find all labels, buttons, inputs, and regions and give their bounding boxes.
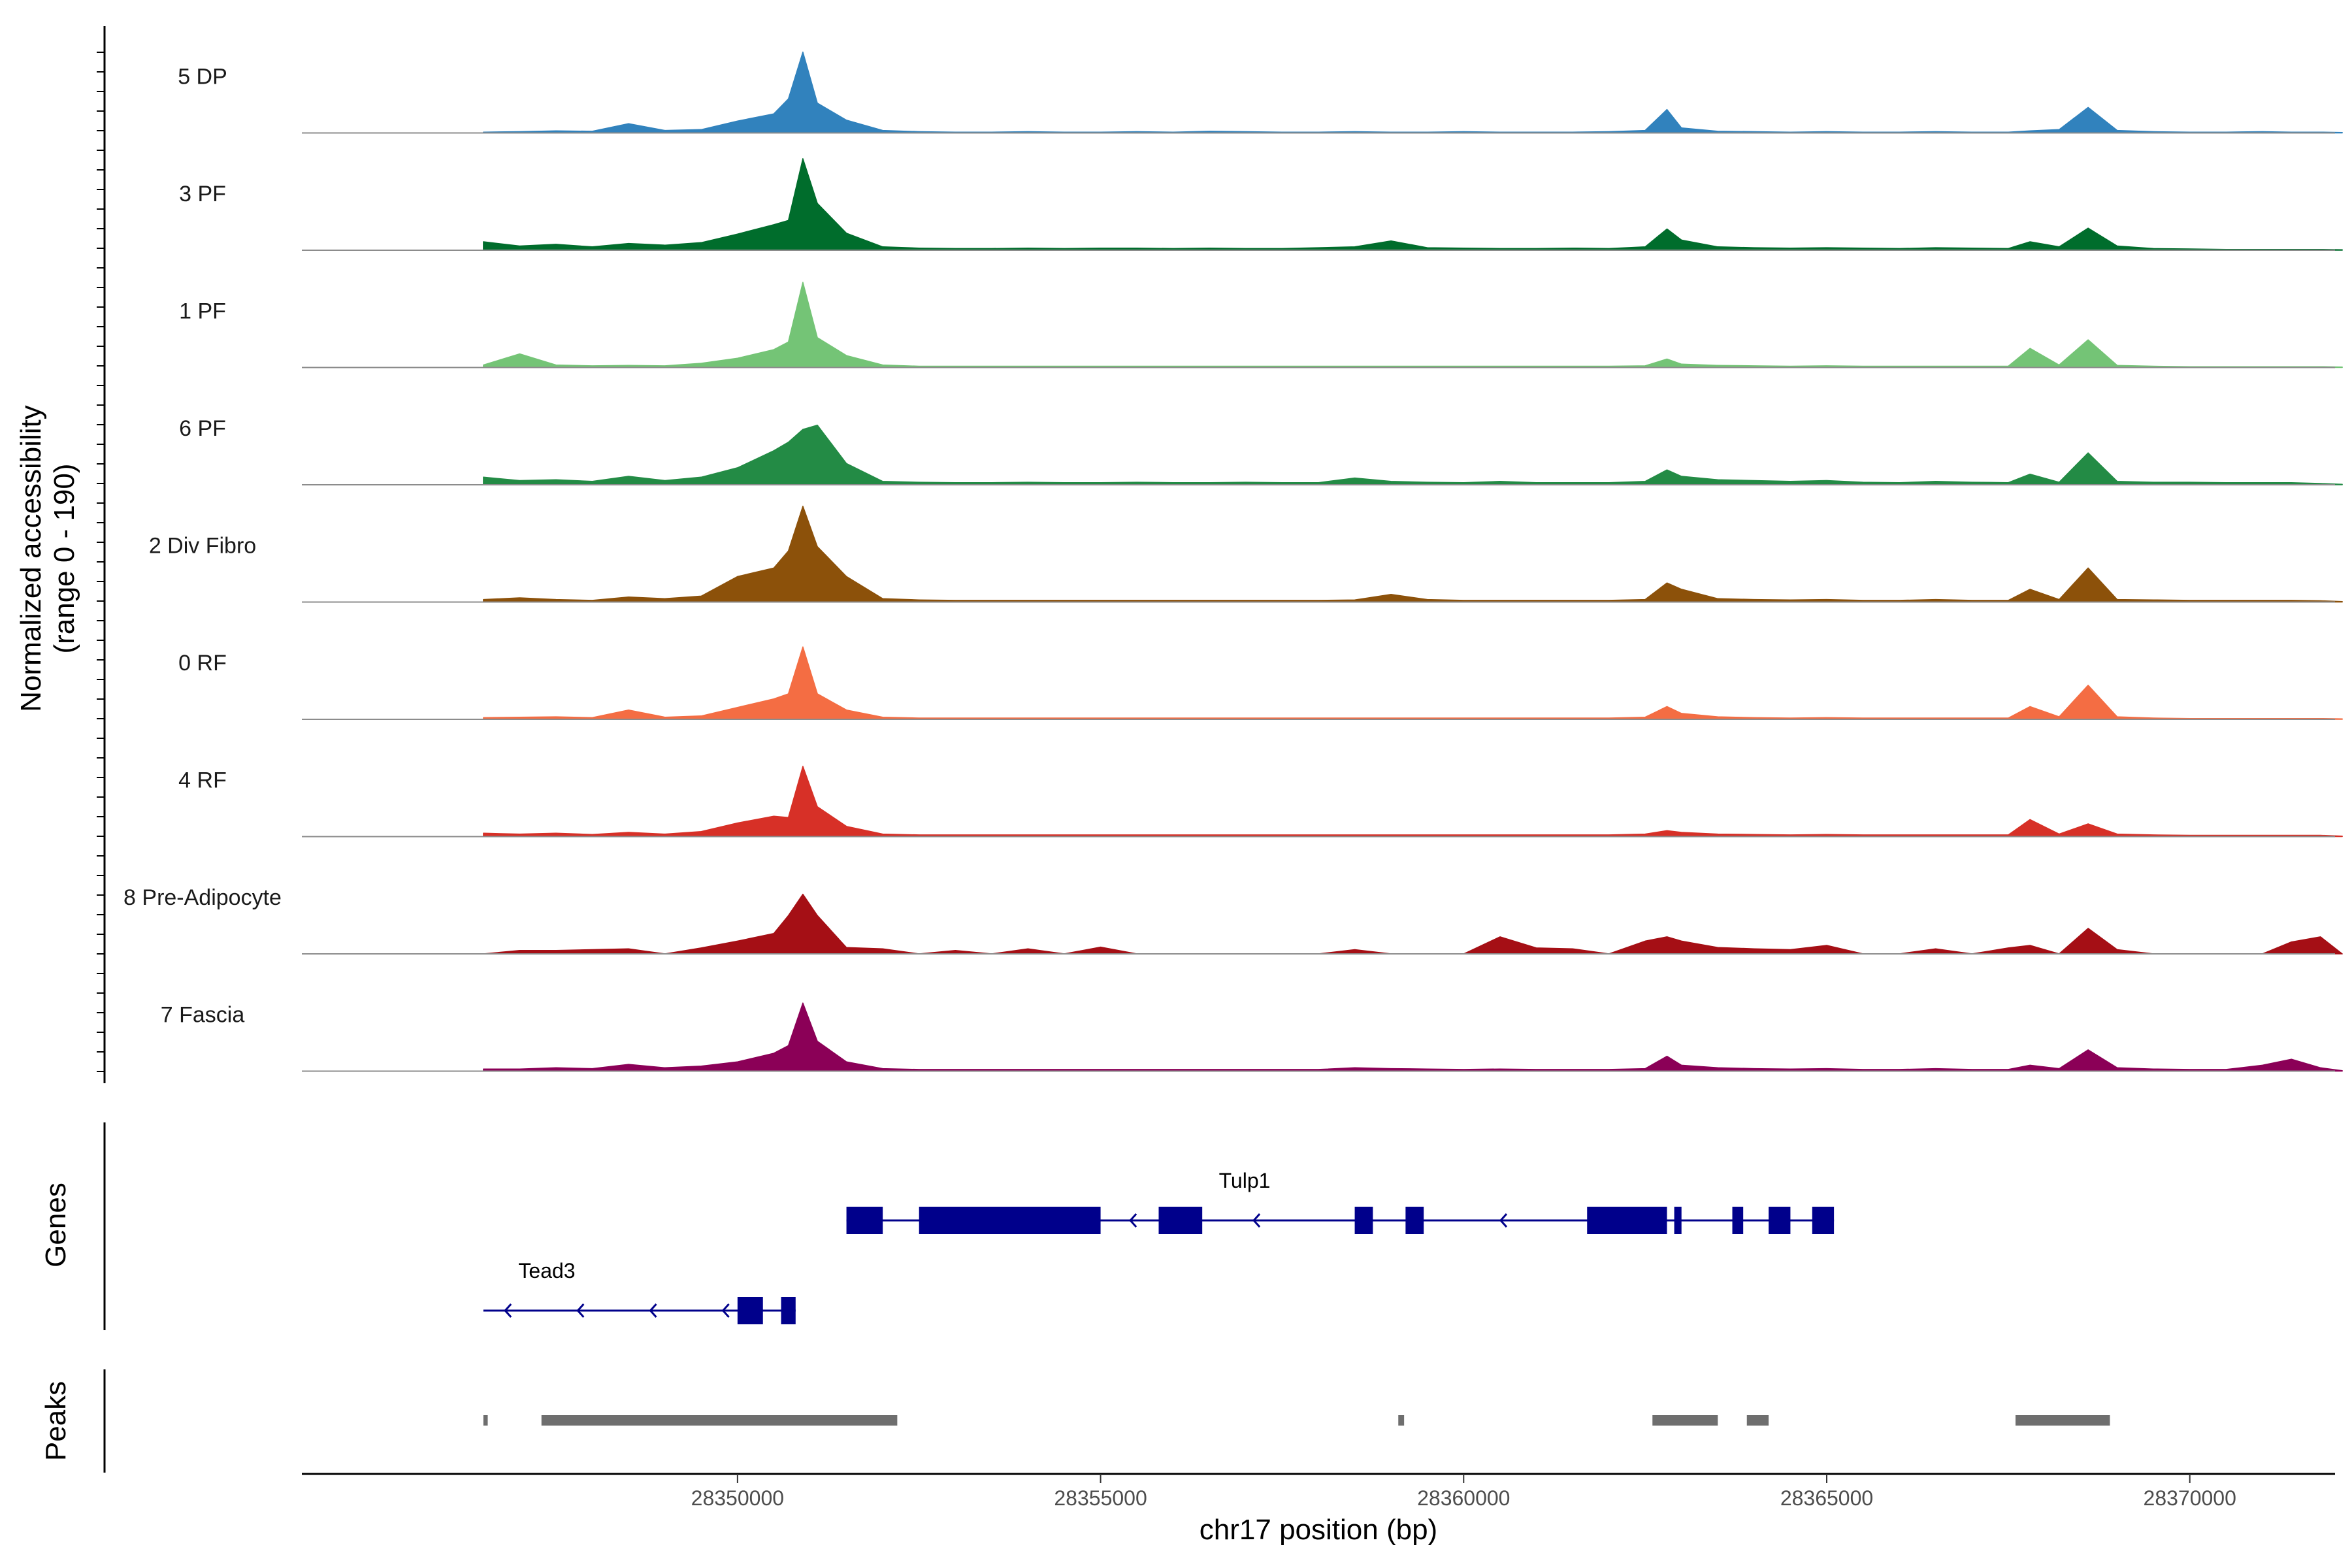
track-label: 4 RF bbox=[178, 768, 227, 793]
genes-track-label: Genes bbox=[40, 1183, 72, 1267]
y-axis-title: Normalized accessibility bbox=[15, 405, 47, 711]
gene-name-label: Tulp1 bbox=[1219, 1169, 1271, 1192]
track-7-fascia: 7 Fascia bbox=[161, 1002, 2343, 1072]
track-label: 7 Fascia bbox=[161, 1003, 245, 1028]
track-label: 8 Pre-Adipocyte bbox=[123, 885, 282, 910]
strand-arrow bbox=[721, 1303, 730, 1318]
track-label: 1 PF bbox=[179, 299, 226, 324]
coverage-area bbox=[483, 646, 2343, 720]
gene-exon bbox=[846, 1207, 883, 1234]
track-6-pf: 6 PF bbox=[179, 416, 2343, 485]
track-label: 0 RF bbox=[178, 651, 227, 676]
gene-name-label: Tead3 bbox=[518, 1259, 575, 1282]
strand-arrow bbox=[649, 1303, 657, 1318]
gene-exon bbox=[781, 1297, 796, 1324]
track-0-rf: 0 RF bbox=[178, 646, 2343, 720]
peak-region bbox=[483, 1415, 488, 1426]
x-tick-label: 28350000 bbox=[691, 1486, 784, 1510]
track-label: 6 PF bbox=[179, 416, 226, 441]
peaks-track-label: Peaks bbox=[40, 1381, 72, 1461]
gene-exon bbox=[1405, 1207, 1424, 1234]
coverage-area bbox=[483, 1002, 2343, 1072]
coverage-tracks: 5 DP 3 PF 1 PF 6 PF 2 Div Fibro 0 RF 4 RF 8 Pre… bbox=[123, 51, 2343, 1072]
gene-exon bbox=[1732, 1207, 1744, 1234]
x-tick-label: 28365000 bbox=[1780, 1486, 1873, 1510]
peak-regions bbox=[483, 1415, 2110, 1426]
track-1-pf: 1 PF bbox=[179, 282, 2343, 368]
gene-exon bbox=[1812, 1207, 1835, 1234]
gene-exon bbox=[1587, 1207, 1667, 1234]
peak-region bbox=[2015, 1415, 2110, 1426]
x-tick-label: 28370000 bbox=[2144, 1486, 2236, 1510]
peak-region bbox=[1746, 1415, 1769, 1426]
gene-exon bbox=[919, 1207, 1101, 1234]
track-3-pf: 3 PF bbox=[179, 158, 2343, 251]
strand-arrow bbox=[576, 1303, 585, 1318]
strand-arrow bbox=[1499, 1213, 1508, 1228]
coverage-area bbox=[483, 424, 2343, 485]
gene-exon bbox=[1354, 1207, 1373, 1234]
track-2-div-fibro: 2 Div Fibro bbox=[149, 506, 2343, 603]
coverage-area bbox=[483, 893, 2343, 955]
y-axis bbox=[97, 26, 106, 1083]
gene-tulp1: Tulp1 bbox=[846, 1169, 1835, 1234]
coverage-area bbox=[483, 506, 2343, 603]
strand-arrow bbox=[1129, 1213, 1137, 1228]
coverage-area bbox=[483, 766, 2343, 838]
coverage-area bbox=[483, 51, 2343, 134]
x-axis-ticks: 28350000 28355000 28360000 28365000 28370000 bbox=[691, 1474, 2236, 1510]
gene-exon bbox=[1769, 1207, 1791, 1234]
y-axis-subtitle: (range 0 - 190) bbox=[48, 463, 80, 653]
strand-arrow bbox=[504, 1303, 512, 1318]
track-5-dp: 5 DP bbox=[178, 51, 2343, 134]
peak-region bbox=[1398, 1415, 1405, 1426]
track-8-pre-adipocyte: 8 Pre-Adipocyte bbox=[123, 885, 2343, 955]
gene-exon bbox=[1674, 1207, 1682, 1234]
strand-arrow bbox=[1252, 1213, 1261, 1228]
coverage-area bbox=[483, 158, 2343, 251]
x-tick-label: 28360000 bbox=[1417, 1486, 1510, 1510]
gene-annotations: Tulp1 Tead3 bbox=[483, 1169, 1835, 1324]
track-label: 3 PF bbox=[179, 182, 226, 206]
track-label: 2 Div Fibro bbox=[149, 534, 256, 559]
track-4-rf: 4 RF bbox=[178, 766, 2343, 838]
peak-region bbox=[1652, 1415, 1718, 1426]
gene-tead3: Tead3 bbox=[483, 1259, 796, 1324]
gene-exon bbox=[1158, 1207, 1203, 1234]
x-axis-title: chr17 position (bp) bbox=[1200, 1514, 1437, 1546]
gene-exon bbox=[737, 1297, 763, 1324]
coverage-area bbox=[483, 282, 2343, 368]
x-tick-label: 28355000 bbox=[1054, 1486, 1147, 1510]
track-label: 5 DP bbox=[178, 65, 227, 90]
peak-region bbox=[541, 1415, 898, 1426]
